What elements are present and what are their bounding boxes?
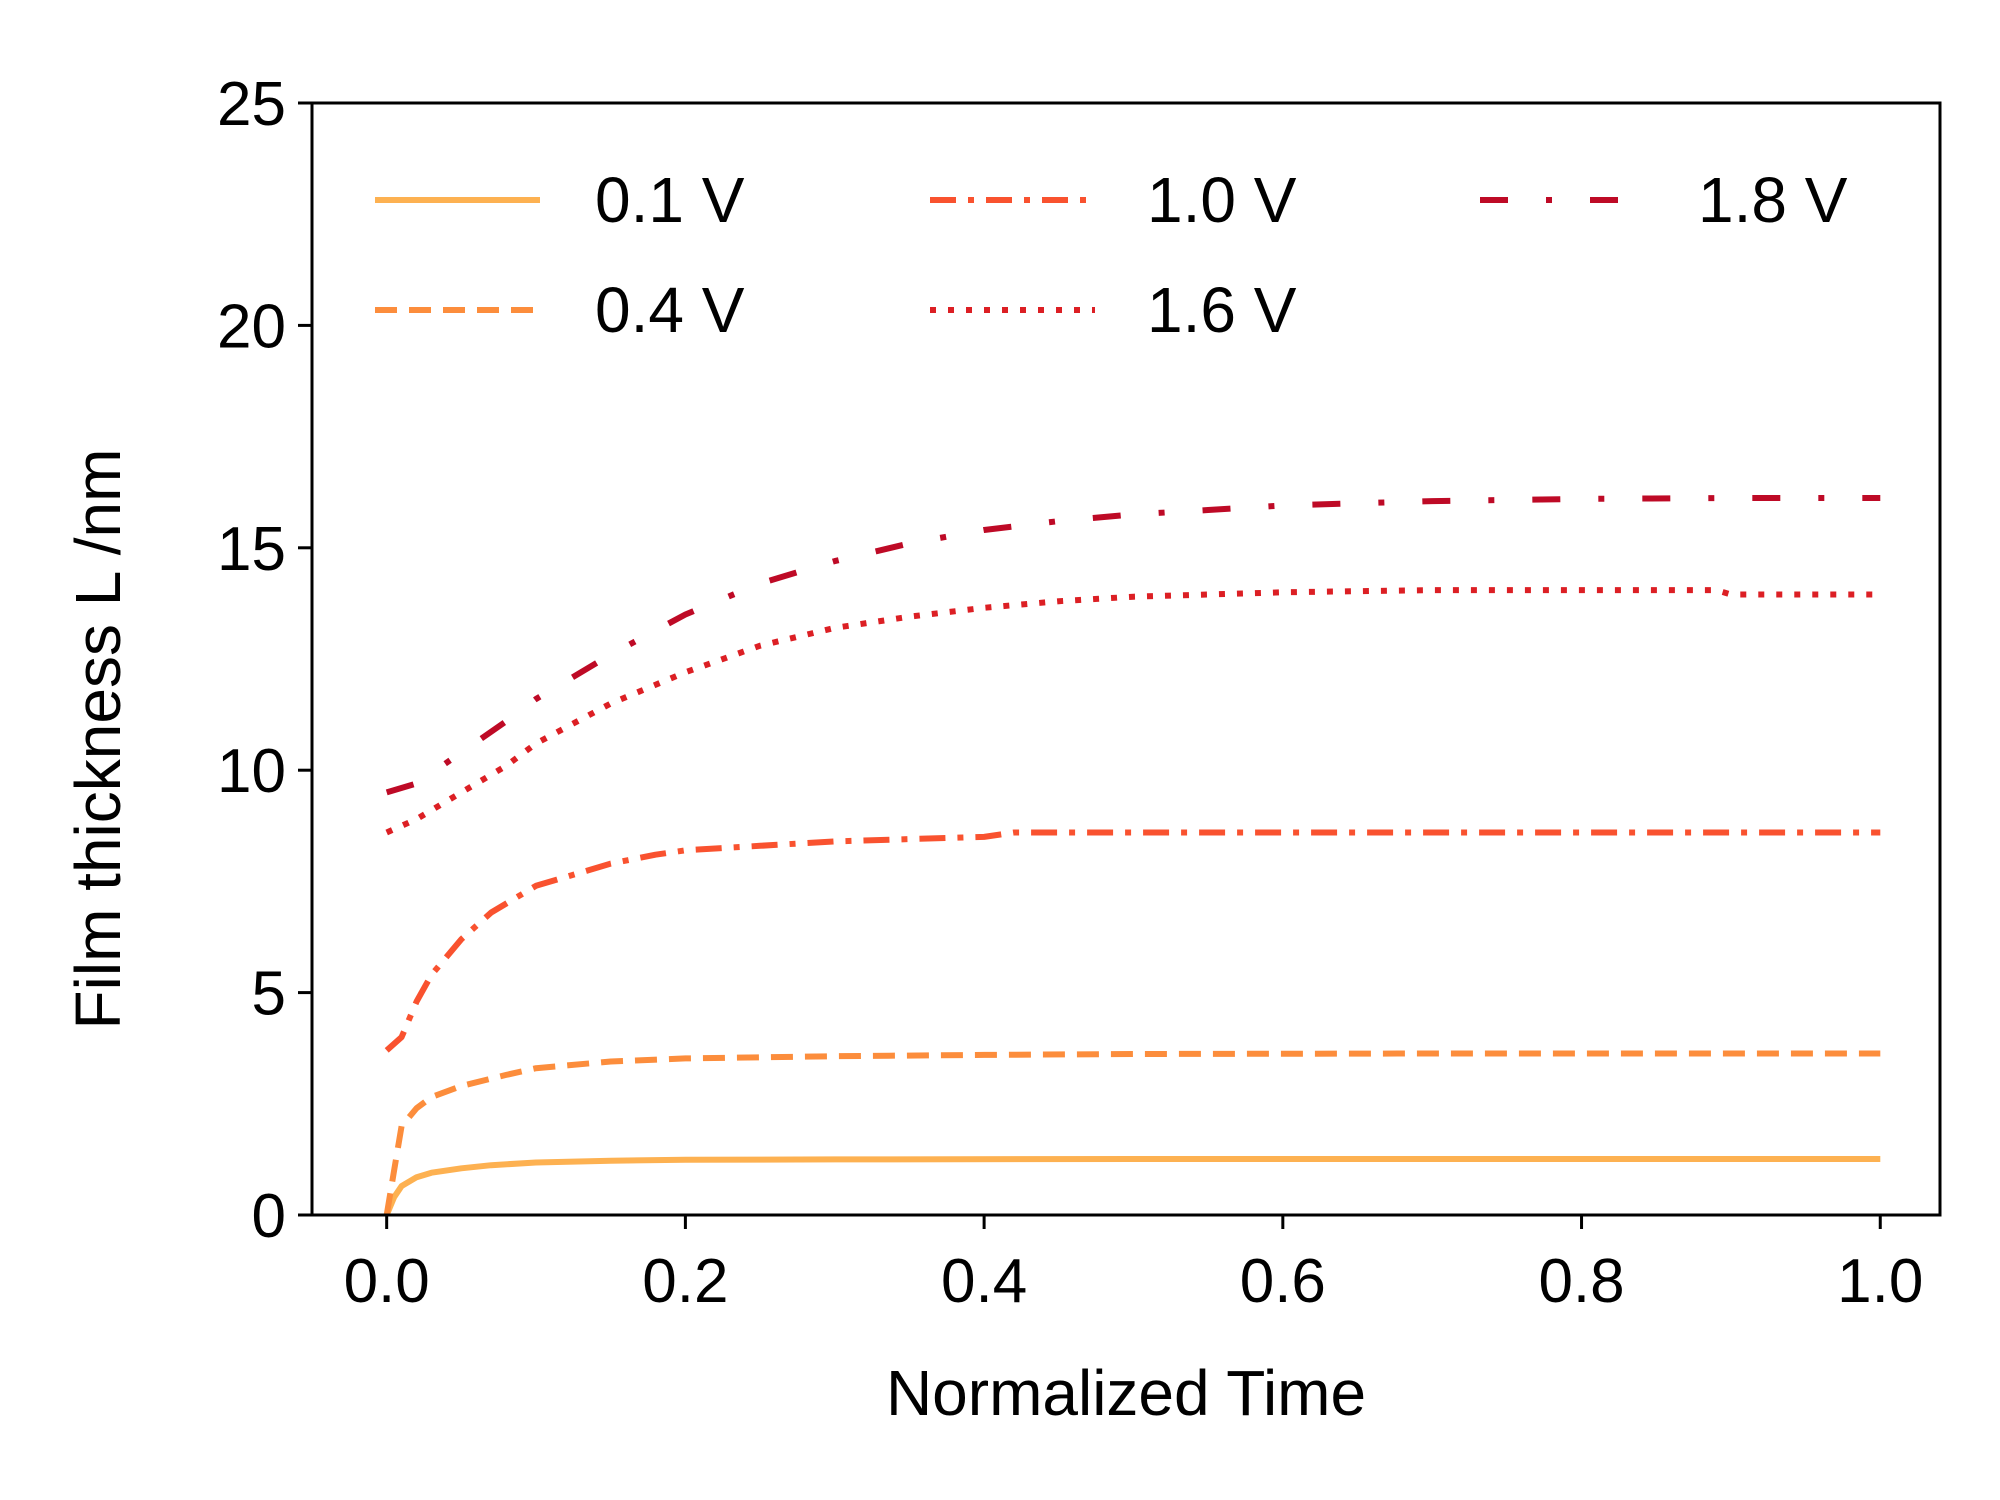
x-tick-label: 1.0	[1837, 1247, 1923, 1316]
legend-label: 1.0 V	[1147, 164, 1297, 236]
series-line-1	[383, 1156, 1881, 1217]
series-line-5	[385, 495, 1881, 796]
legend: 0.1 V 0.4 V 1.0 V 1.6 V 1.8 V	[375, 164, 1848, 346]
y-axis-label: Film thickness L /nm	[62, 449, 134, 1030]
legend-label: 0.1 V	[595, 164, 745, 236]
y-tick-label: 20	[217, 292, 286, 361]
y-tick-label: 15	[217, 515, 286, 584]
y-tick-label: 10	[217, 737, 286, 806]
x-tick-label: 0.8	[1538, 1247, 1624, 1316]
series-line-4	[385, 587, 1881, 836]
y-tick-label: 25	[217, 70, 286, 139]
series-line-2	[383, 1050, 1881, 1216]
x-tick-label: 0.0	[344, 1247, 430, 1316]
x-tick-label: 0.2	[642, 1247, 728, 1316]
y-tick-label: 0	[252, 1182, 286, 1251]
x-tick-label: 0.6	[1240, 1247, 1326, 1316]
legend-label: 1.6 V	[1147, 274, 1297, 346]
y-tick-label: 5	[252, 960, 286, 1029]
series-line-3	[384, 829, 1881, 1053]
legend-label: 0.4 V	[595, 274, 745, 346]
y-axis: 0 5 10 15 20 25	[217, 70, 312, 1251]
x-axis-label: Normalized Time	[886, 1357, 1366, 1429]
x-axis: 0.0 0.2 0.4 0.6 0.8 1.0	[344, 1215, 1923, 1316]
legend-label: 1.8 V	[1698, 164, 1848, 236]
x-tick-label: 0.4	[941, 1247, 1027, 1316]
series-layer	[383, 495, 1881, 1217]
plot-frame	[310, 101, 1942, 1217]
